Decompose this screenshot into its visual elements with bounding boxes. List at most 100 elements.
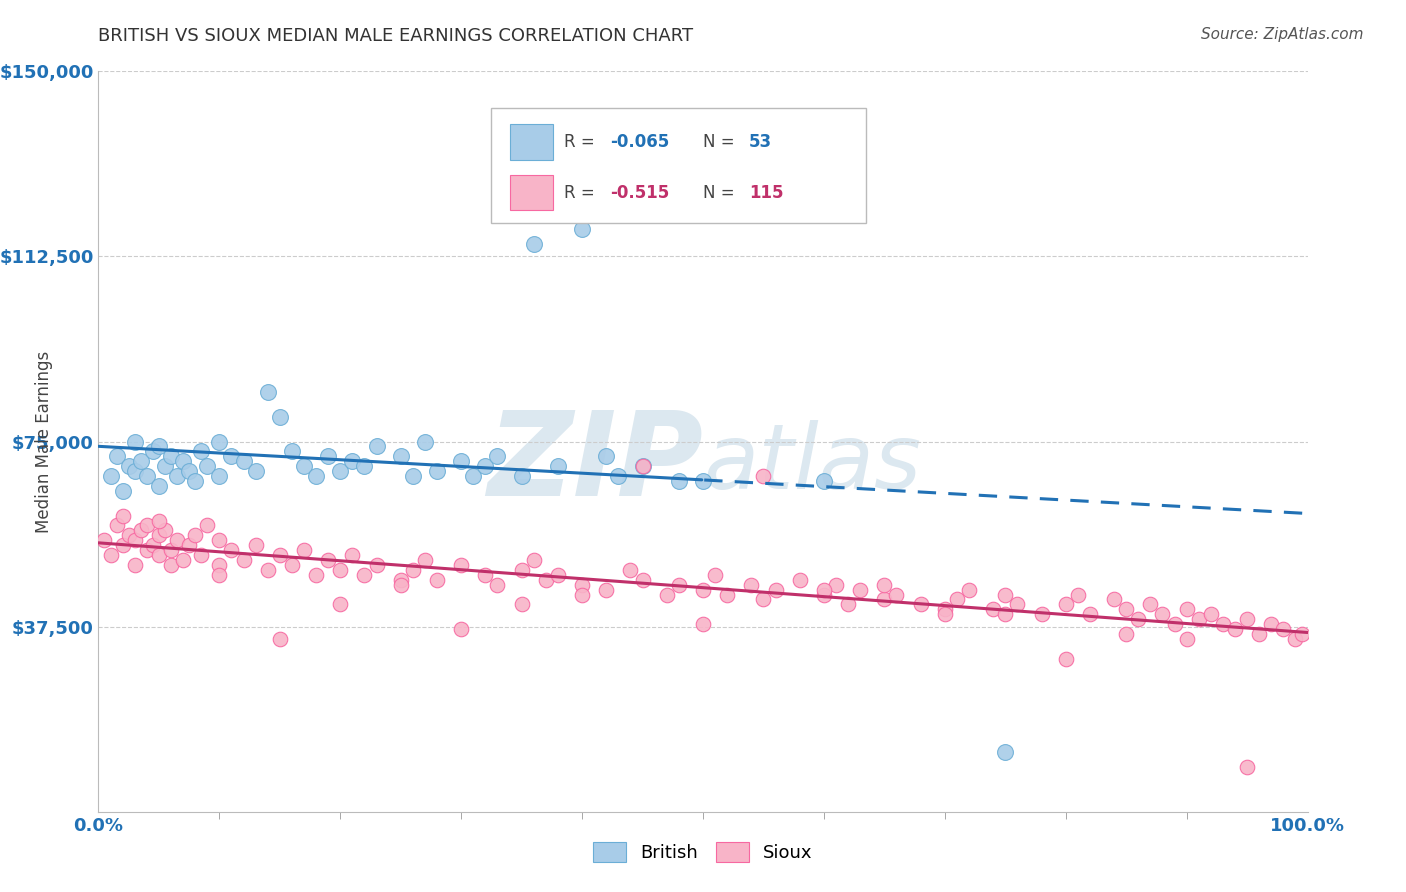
Point xyxy=(1152,607,1174,622)
Point xyxy=(402,563,425,577)
Point xyxy=(1078,607,1101,622)
Point xyxy=(124,434,146,449)
Point xyxy=(1236,760,1258,774)
Point xyxy=(413,553,436,567)
Point xyxy=(813,474,835,488)
Point xyxy=(1284,632,1306,646)
Point xyxy=(413,434,436,449)
Point xyxy=(1223,622,1246,636)
Point xyxy=(208,469,231,483)
Point xyxy=(981,602,1004,616)
Point xyxy=(1054,651,1077,665)
Point xyxy=(510,563,533,577)
Point xyxy=(957,582,980,597)
Point xyxy=(704,567,727,582)
Text: N =: N = xyxy=(703,133,740,151)
Point xyxy=(129,524,152,538)
Point xyxy=(148,548,170,562)
Point xyxy=(752,592,775,607)
Point xyxy=(256,563,278,577)
Point xyxy=(342,548,364,562)
Point xyxy=(1115,627,1137,641)
Point xyxy=(305,567,328,582)
Point xyxy=(1054,598,1077,612)
Point xyxy=(631,459,654,474)
Point xyxy=(1115,602,1137,616)
Point xyxy=(765,582,787,597)
Point xyxy=(1031,607,1053,622)
Point xyxy=(195,459,218,474)
Point xyxy=(118,528,141,542)
Point xyxy=(179,538,201,552)
Point xyxy=(100,548,122,562)
Point xyxy=(523,237,546,252)
Point xyxy=(571,588,593,602)
Point xyxy=(450,558,472,572)
Point xyxy=(111,538,134,552)
Text: N =: N = xyxy=(703,184,740,202)
Point xyxy=(486,450,509,464)
Point xyxy=(463,469,485,483)
Point xyxy=(474,567,496,582)
Point xyxy=(631,459,654,474)
Point xyxy=(166,533,188,548)
Point xyxy=(135,543,157,558)
Text: atlas: atlas xyxy=(703,420,921,508)
Point xyxy=(595,582,617,597)
Point xyxy=(208,434,231,449)
Point xyxy=(366,558,388,572)
Point xyxy=(389,577,412,591)
Point xyxy=(148,440,170,454)
Point xyxy=(208,567,231,582)
Point xyxy=(426,464,449,478)
Point xyxy=(837,598,859,612)
Point xyxy=(179,464,201,478)
Point xyxy=(1128,612,1150,626)
Point xyxy=(269,409,291,424)
Legend: British, Sioux: British, Sioux xyxy=(586,835,820,870)
Point xyxy=(172,553,194,567)
Point xyxy=(190,548,212,562)
Point xyxy=(353,459,375,474)
Point xyxy=(692,582,714,597)
Point xyxy=(245,464,267,478)
Point xyxy=(547,459,569,474)
Point xyxy=(631,573,654,587)
Point xyxy=(166,469,188,483)
Point xyxy=(366,440,388,454)
Point xyxy=(571,577,593,591)
Point xyxy=(450,622,472,636)
Point xyxy=(825,577,848,591)
Point xyxy=(571,222,593,236)
Point xyxy=(607,469,630,483)
Text: BRITISH VS SIOUX MEDIAN MALE EARNINGS CORRELATION CHART: BRITISH VS SIOUX MEDIAN MALE EARNINGS CO… xyxy=(98,27,693,45)
Point xyxy=(93,533,115,548)
Point xyxy=(124,464,146,478)
Point xyxy=(100,469,122,483)
Point xyxy=(135,469,157,483)
Point xyxy=(292,459,315,474)
Point xyxy=(232,553,254,567)
Point xyxy=(111,508,134,523)
Point xyxy=(160,450,183,464)
Point xyxy=(1175,632,1198,646)
Point xyxy=(142,538,165,552)
Point xyxy=(342,454,364,468)
Point xyxy=(450,454,472,468)
Point xyxy=(813,582,835,597)
Point xyxy=(946,592,969,607)
Point xyxy=(1249,627,1271,641)
Point xyxy=(269,548,291,562)
Point xyxy=(910,598,932,612)
Point xyxy=(195,518,218,533)
Point xyxy=(1007,598,1029,612)
Point xyxy=(655,588,678,602)
Point xyxy=(316,553,339,567)
Point xyxy=(190,444,212,458)
Point xyxy=(1236,612,1258,626)
Point xyxy=(105,518,128,533)
Point xyxy=(1175,602,1198,616)
Point xyxy=(1067,588,1090,602)
Text: R =: R = xyxy=(564,133,600,151)
Point xyxy=(813,588,835,602)
